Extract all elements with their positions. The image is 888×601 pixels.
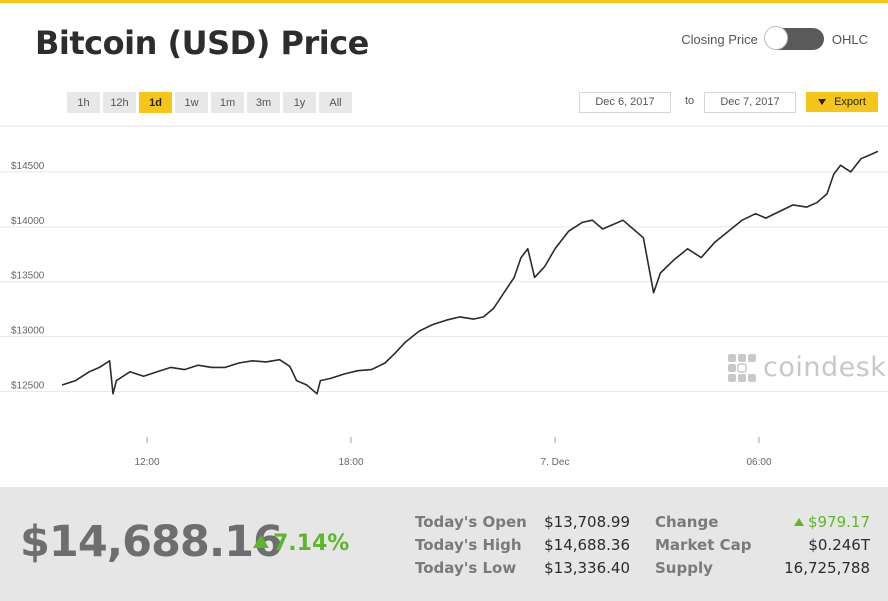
coindesk-watermark: coindesk: [727, 352, 886, 383]
chart-grid: [0, 125, 888, 393]
x-tick-label: 7. Dec: [541, 457, 570, 468]
ohlc-label: OHLC: [831, 31, 868, 47]
range-1h-button[interactable]: 1h: [67, 92, 100, 113]
y-tick-label: $12500: [11, 381, 45, 392]
x-tick-label: 06:00: [746, 457, 771, 468]
export-button[interactable]: Export: [806, 92, 878, 112]
page-title: Bitcoin (USD) Price: [35, 24, 369, 62]
change-label: Change: [655, 513, 719, 531]
up-arrow-icon: [253, 535, 269, 548]
price-mode-toggle-group: Closing Price OHLC: [681, 26, 868, 50]
y-tick-label: $14000: [11, 216, 45, 227]
range-12h-button[interactable]: 12h: [103, 92, 136, 113]
supply-label: Supply: [655, 559, 713, 577]
change-value-text: $979.17: [807, 513, 870, 531]
toggle-knob[interactable]: [763, 26, 788, 50]
download-arrow-icon: [818, 99, 827, 106]
market-cap-value: $0.246T: [808, 536, 870, 554]
todays-open-label: Today's Open: [415, 513, 527, 531]
range-1y-button[interactable]: 1y: [283, 92, 316, 113]
todays-low-label: Today's Low: [415, 559, 517, 577]
x-axis: 12:00 18:00 7. Dec 06:00: [134, 437, 772, 468]
change-percent-value: 7.14%: [273, 531, 350, 556]
price-series-line: [61, 150, 879, 395]
y-tick-label: $13000: [11, 326, 45, 337]
price-summary-panel: $14,688.16 7.14% Today's Open $13,708.99…: [0, 487, 888, 601]
price-chart[interactable]: $12500 $13000 $13500 $14000 $14500 12:00 18:0…: [0, 118, 888, 478]
price-mode-toggle[interactable]: [763, 26, 824, 50]
range-1w-button[interactable]: 1w: [175, 92, 208, 113]
y-tick-label: $13500: [11, 271, 45, 282]
date-from-input[interactable]: Dec 6, 2017: [579, 92, 671, 113]
todays-high-value: $14,688.36: [544, 536, 630, 554]
range-1m-button[interactable]: 1m: [211, 92, 244, 113]
supply-value: 16,725,788: [784, 559, 870, 577]
change-percent: 7.14%: [253, 531, 349, 556]
todays-low-value: $13,336.40: [544, 559, 630, 577]
x-tick-label: 12:00: [134, 457, 159, 468]
watermark-text: coindesk: [763, 352, 887, 383]
range-1d-button[interactable]: 1d: [139, 92, 172, 113]
range-all-button[interactable]: All: [319, 92, 352, 113]
coindesk-logo-icon: [728, 353, 756, 382]
date-to-input[interactable]: Dec 7, 2017: [704, 92, 796, 113]
change-value: $979.17: [740, 513, 870, 531]
change-up-icon: [793, 518, 804, 526]
x-tick-label: 18:00: [338, 457, 363, 468]
time-range-selector: 1h 12h 1d 1w 1m 3m 1y All: [67, 92, 352, 113]
current-price: $14,688.16: [20, 517, 283, 567]
market-cap-label: Market Cap: [655, 536, 752, 554]
range-3m-button[interactable]: 3m: [247, 92, 280, 113]
todays-open-value: $13,708.99: [544, 513, 630, 531]
y-tick-label: $14500: [11, 161, 45, 172]
y-axis: $12500 $13000 $13500 $14000 $14500: [11, 161, 45, 392]
accent-bar: [0, 0, 888, 3]
date-to-label: to: [685, 95, 695, 107]
todays-high-label: Today's High: [415, 536, 522, 554]
closing-price-label: Closing Price: [681, 31, 758, 47]
export-label: Export: [834, 96, 866, 108]
